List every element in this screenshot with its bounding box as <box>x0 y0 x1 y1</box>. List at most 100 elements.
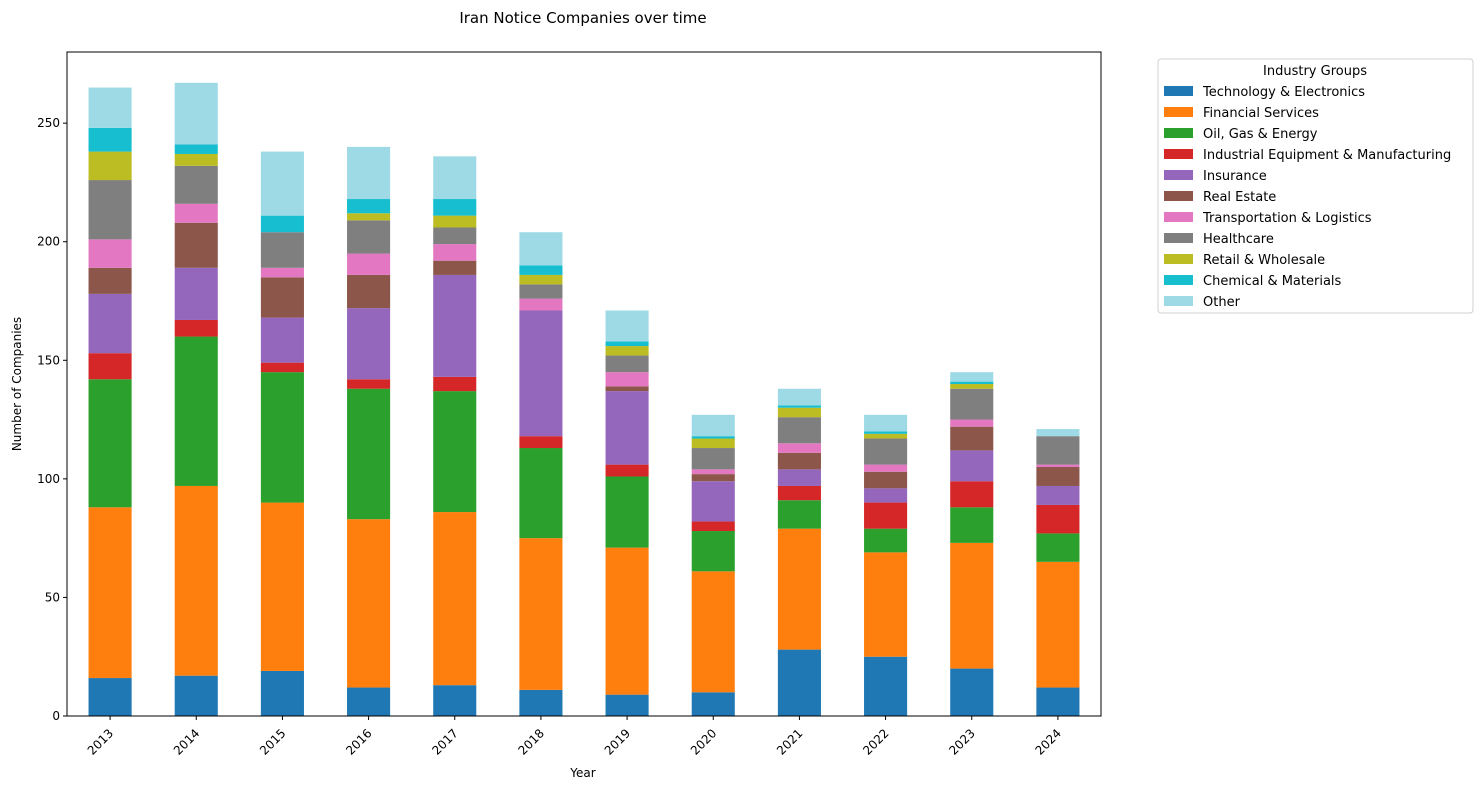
legend-label: Healthcare <box>1203 232 1274 247</box>
bar-segment-2019-6 <box>605 372 649 387</box>
bar-segment-2019-10 <box>605 310 649 342</box>
x-tick-label: 2023 <box>946 726 977 757</box>
legend-label: Other <box>1203 295 1241 310</box>
bar-segment-2023-5 <box>950 426 994 451</box>
bar-segment-2015-5 <box>260 277 304 318</box>
y-axis: 0 50 100 150 200 250 <box>37 116 67 723</box>
bar-segment-2020-7 <box>691 448 735 470</box>
bar-segment-2017-5 <box>433 260 477 275</box>
plot-area-frame <box>66 51 1102 717</box>
legend-swatch <box>1164 107 1193 117</box>
bar-segment-2013-2 <box>88 379 132 508</box>
bar-segment-2021-7 <box>777 417 821 444</box>
bar-segment-2023-0 <box>950 668 994 716</box>
bars-group <box>88 82 1080 716</box>
bar-segment-2014-6 <box>174 203 218 223</box>
bar-segment-2022-6 <box>864 464 908 472</box>
bar-segment-2017-4 <box>433 274 477 377</box>
bar-segment-2022-1 <box>864 552 908 657</box>
bar-segment-2024-3 <box>1036 504 1080 534</box>
bar-segment-2016-2 <box>347 388 391 520</box>
bar-segment-2021-1 <box>777 528 821 650</box>
chart-title: Iran Notice Companies over time <box>459 9 706 27</box>
legend-label: Insurance <box>1203 169 1267 184</box>
bar-segment-2018-6 <box>519 298 563 311</box>
x-tick-label: 2019 <box>602 726 633 757</box>
bar-segment-2018-4 <box>519 310 563 437</box>
bar-segment-2019-5 <box>605 386 649 392</box>
bar-segment-2017-10 <box>433 156 477 200</box>
bar-segment-2021-3 <box>777 485 821 501</box>
bar-segment-2016-7 <box>347 220 391 254</box>
bar-segment-2013-6 <box>88 239 132 268</box>
bar-segment-2024-6 <box>1036 464 1080 467</box>
bar-segment-2023-6 <box>950 419 994 427</box>
bar-segment-2018-9 <box>519 265 563 275</box>
x-axis-label: Year <box>569 766 595 780</box>
bar-segment-2016-8 <box>347 213 391 221</box>
bar-segment-2014-7 <box>174 165 218 204</box>
x-tick-label: 2021 <box>774 726 805 757</box>
bar-segment-2018-3 <box>519 436 563 449</box>
bar-segment-2024-10 <box>1036 429 1080 437</box>
legend-swatch <box>1164 275 1193 285</box>
bar-segment-2016-0 <box>347 687 391 716</box>
bar-segment-2020-9 <box>691 436 735 439</box>
bar-segment-2023-2 <box>950 507 994 543</box>
bar-segment-2020-2 <box>691 531 735 572</box>
bar-segment-2022-2 <box>864 528 908 553</box>
x-axis: 2013 2014 2015 2016 2017 2018 2019 2020 2021 2022… <box>85 716 1064 758</box>
bar-segment-2020-3 <box>691 521 735 532</box>
x-tick-label: 2016 <box>343 726 374 757</box>
bar-segment-2022-0 <box>864 656 908 716</box>
bar-segment-2015-0 <box>260 670 304 716</box>
legend-label: Technology & Electronics <box>1202 85 1365 100</box>
y-axis-label: Number of Companies <box>10 317 24 451</box>
bar-segment-2014-4 <box>174 267 218 320</box>
bar-segment-2015-7 <box>260 232 304 268</box>
bar-segment-2024-4 <box>1036 485 1080 505</box>
bar-segment-2018-7 <box>519 284 563 299</box>
x-tick-label: 2014 <box>171 726 202 757</box>
bar-segment-2022-10 <box>864 414 908 432</box>
bar-segment-2021-2 <box>777 500 821 529</box>
legend-label: Chemical & Materials <box>1203 274 1342 289</box>
bar-segment-2017-3 <box>433 376 477 392</box>
y-tick-label: 100 <box>37 472 60 486</box>
bar-segment-2023-4 <box>950 450 994 482</box>
y-tick-label: 0 <box>52 709 60 723</box>
bar-segment-2014-0 <box>174 675 218 716</box>
bar-segment-2020-10 <box>691 414 735 437</box>
bar-segment-2015-4 <box>260 317 304 363</box>
bar-segment-2014-10 <box>174 82 218 145</box>
bar-segment-2019-9 <box>605 341 649 347</box>
bar-segment-2023-9 <box>950 381 994 384</box>
legend-label: Oil, Gas & Energy <box>1203 127 1318 142</box>
legend-swatch <box>1164 254 1193 264</box>
bar-segment-2013-8 <box>88 151 132 181</box>
legend-label: Financial Services <box>1203 106 1319 121</box>
legend-title: Industry Groups <box>1263 64 1367 79</box>
bar-segment-2013-3 <box>88 353 132 380</box>
bar-segment-2021-4 <box>777 469 821 486</box>
bar-segment-2019-7 <box>605 355 649 373</box>
bar-segment-2024-5 <box>1036 467 1080 486</box>
legend-label: Transportation & Logistics <box>1202 211 1372 226</box>
x-tick-label: 2020 <box>688 726 719 757</box>
x-tick-label: 2017 <box>429 726 460 757</box>
y-tick-label: 200 <box>37 235 60 249</box>
legend-swatch <box>1164 233 1193 243</box>
bar-segment-2021-9 <box>777 405 821 408</box>
legend-swatch <box>1164 86 1193 96</box>
bar-segment-2016-6 <box>347 253 391 275</box>
bar-segment-2024-7 <box>1036 436 1080 465</box>
bar-segment-2023-10 <box>950 372 994 382</box>
bar-segment-2015-9 <box>260 215 304 233</box>
bar-segment-2014-3 <box>174 319 218 337</box>
bar-segment-2013-4 <box>88 293 132 354</box>
bar-segment-2013-7 <box>88 180 132 240</box>
legend-label: Industrial Equipment & Manufacturing <box>1203 148 1451 163</box>
bar-segment-2015-6 <box>260 267 304 278</box>
bar-segment-2017-6 <box>433 244 477 261</box>
